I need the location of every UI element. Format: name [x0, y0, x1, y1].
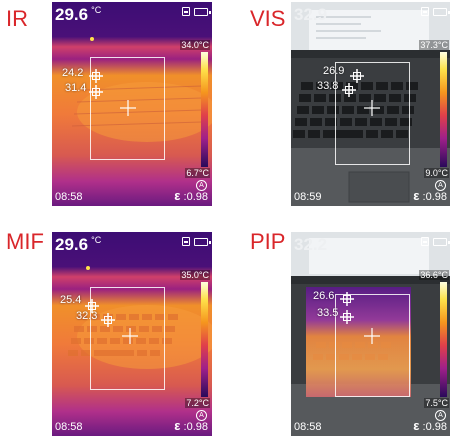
- vis-cold-spot-value: 26.9: [323, 65, 345, 77]
- mif-fusion-image: [52, 232, 212, 436]
- auto-mode-icon: A: [435, 180, 446, 191]
- ir-mode-label: IR: [6, 6, 28, 31]
- ir-emissivity: ε :0.98: [174, 188, 208, 203]
- pip-emissivity: ε :0.98: [413, 418, 447, 433]
- vis-hot-spot-value: 33.8: [317, 80, 339, 92]
- crosshair-icon: [88, 68, 104, 84]
- crosshair-icon: [341, 82, 357, 98]
- pip-hot-spot-value: 33.5: [317, 307, 339, 319]
- mif-fusion-screen: 29.6 °C 35.0°C 7.2°C A 25.4 32.3 08:58 ε …: [52, 232, 212, 436]
- center-crosshair-icon: [364, 328, 380, 344]
- pip-picture-in-picture-screen: 32.2 36.6°C 7.5°C A 26.6 33.5 08:58 ε :0…: [291, 232, 450, 436]
- ir-scale-min: 6.7°C: [185, 168, 210, 178]
- camera-icon: [421, 7, 429, 16]
- pip-cold-spot-value: 26.6: [313, 290, 335, 302]
- battery-icon: [194, 238, 211, 246]
- vis-measurement-box: [335, 62, 410, 165]
- mif-cold-spot-value: 25.4: [60, 294, 82, 306]
- vis-scale-max: 37.3°C: [419, 40, 449, 50]
- mif-scale-min: 7.2°C: [185, 398, 210, 408]
- vis-emissivity: ε :0.98: [413, 188, 447, 203]
- mif-emissivity: ε :0.98: [174, 418, 208, 433]
- vis-scale-min: 9.0°C: [424, 168, 449, 178]
- center-crosshair-icon: [122, 328, 138, 344]
- ir-measurement-box: [90, 57, 165, 160]
- ir-scale-max: 34.0°C: [180, 40, 210, 50]
- pip-picture-in-picture-image: [291, 232, 450, 436]
- crosshair-icon: [339, 309, 355, 325]
- mif-scale-max: 35.0°C: [180, 270, 210, 280]
- pip-mode-label: PIP: [250, 229, 286, 254]
- crosshair-icon: [88, 84, 104, 100]
- vis-center-temperature: 32.9: [294, 5, 328, 24]
- battery-icon: [194, 8, 211, 16]
- pip-scale-min: 7.5°C: [424, 398, 449, 408]
- camera-icon: [182, 237, 190, 246]
- ir-hot-spot-value: 31.4: [65, 82, 87, 94]
- mif-measurement-box: [90, 287, 165, 390]
- vis-time: 08:59: [294, 191, 322, 203]
- pip-measurement-box: [335, 294, 410, 397]
- vis-mode-label: VIS: [250, 6, 286, 31]
- battery-icon: [433, 8, 450, 16]
- camera-icon: [182, 7, 190, 16]
- ir-time: 08:58: [55, 191, 83, 203]
- mif-time: 08:58: [55, 421, 83, 433]
- ir-cold-spot-value: 24.2: [62, 67, 84, 79]
- ir-temperature-unit: °C: [91, 5, 102, 15]
- pip-scale-max: 36.6°C: [419, 270, 449, 280]
- mif-mode-label: MIF: [6, 229, 44, 254]
- ir-thermal-screen: 29.6 °C 34.0°C 6.7°C A 24.2 31.4 08:58 ε …: [52, 2, 212, 206]
- auto-mode-icon: A: [196, 180, 207, 191]
- crosshair-icon: [339, 291, 355, 307]
- crosshair-icon: [84, 298, 100, 314]
- ir-center-temperature: 29.6 °C: [55, 5, 102, 24]
- mif-temperature-unit: °C: [91, 235, 102, 245]
- center-crosshair-icon: [120, 100, 136, 116]
- battery-icon: [433, 238, 450, 246]
- auto-mode-icon: A: [435, 410, 446, 421]
- pip-center-temperature: 32.2: [294, 235, 328, 254]
- auto-mode-icon: A: [196, 410, 207, 421]
- vis-visual-screen: 32.9 37.3°C 9.0°C A 26.9 33.8 08:59 ε :0…: [291, 2, 450, 206]
- mif-center-temperature: 29.6 °C: [55, 235, 102, 254]
- camera-icon: [421, 237, 429, 246]
- vis-visual-image: [291, 2, 450, 206]
- center-crosshair-icon: [364, 100, 380, 116]
- pip-time: 08:58: [294, 421, 322, 433]
- ir-thermal-image: [52, 2, 212, 206]
- crosshair-icon: [100, 312, 116, 328]
